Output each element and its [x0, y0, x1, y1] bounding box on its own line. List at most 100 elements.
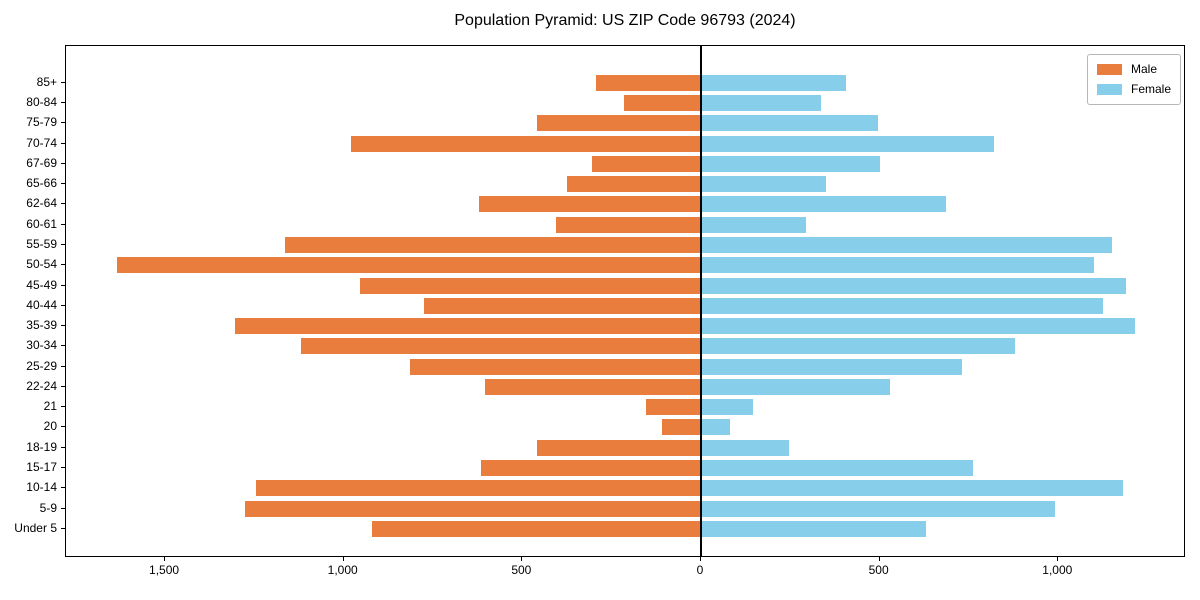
male-bar: [556, 216, 701, 233]
female-bar: [701, 419, 730, 436]
y-tick-label: 30-34: [26, 338, 57, 353]
y-tick-mark: [61, 142, 65, 144]
x-tick-label: 1,000: [327, 563, 358, 577]
y-tick-mark: [61, 122, 65, 124]
legend-entry-male: Male: [1097, 63, 1171, 76]
female-bar: [701, 439, 789, 456]
female-bar: [701, 257, 1095, 274]
y-tick-label: 21: [43, 399, 57, 414]
male-bar: [300, 338, 701, 355]
female-bar: [701, 135, 994, 152]
female-bar: [701, 176, 827, 193]
y-tick-mark: [61, 385, 65, 387]
y-tick-label: 62-64: [26, 196, 57, 211]
male-bar: [595, 74, 701, 91]
male-bar: [484, 378, 701, 395]
y-tick-label: 10-14: [26, 480, 57, 495]
male-bar: [245, 500, 701, 517]
y-tick-label: 35-39: [26, 318, 57, 333]
male-bar: [624, 94, 701, 111]
y-tick-label: 22-24: [26, 378, 57, 393]
legend-entry-female: Female: [1097, 83, 1171, 96]
male-bar: [372, 520, 701, 537]
x-tick-label: 0: [696, 563, 704, 577]
legend-male-swatch: [1097, 64, 1122, 75]
male-bar: [234, 318, 701, 335]
y-tick-mark: [61, 365, 65, 367]
x-tick-mark: [878, 557, 880, 561]
x-tick-mark: [342, 557, 344, 561]
y-tick-mark: [61, 507, 65, 509]
female-bar: [701, 196, 946, 213]
y-tick-label: 85+: [36, 74, 57, 89]
y-tick-label: 55-59: [26, 236, 57, 251]
female-bar: [701, 399, 753, 416]
female-bar: [701, 297, 1103, 314]
x-tick-mark: [1057, 557, 1059, 561]
female-bar: [701, 378, 891, 395]
legend: Male Female: [1087, 54, 1181, 105]
y-tick-label: 45-49: [26, 277, 57, 292]
male-bar: [424, 297, 701, 314]
y-tick-mark: [61, 345, 65, 347]
x-tick-label: 500: [511, 563, 532, 577]
male-bar: [409, 358, 701, 375]
y-tick-label: 18-19: [26, 439, 57, 454]
female-bar: [701, 155, 880, 172]
y-tick-label: 50-54: [26, 257, 57, 272]
y-tick-mark: [61, 487, 65, 489]
y-tick-mark: [61, 304, 65, 306]
y-tick-label: 60-61: [26, 216, 57, 231]
female-bar: [701, 500, 1055, 517]
y-tick-mark: [61, 325, 65, 327]
female-bar: [701, 318, 1136, 335]
x-tick-label: 1,000: [1042, 563, 1073, 577]
y-tick-mark: [61, 223, 65, 225]
female-bar: [701, 94, 821, 111]
female-bar: [701, 216, 807, 233]
male-bar: [645, 399, 701, 416]
legend-female-label: Female: [1131, 82, 1172, 96]
y-tick-label: 65-66: [26, 176, 57, 191]
male-bar: [536, 115, 701, 132]
y-tick-label: 67-69: [26, 155, 57, 170]
male-bar: [592, 155, 701, 172]
female-bar: [701, 236, 1112, 253]
x-tick-mark: [521, 557, 523, 561]
male-bar: [567, 176, 701, 193]
plot-area: Male Female: [65, 45, 1185, 557]
y-tick-label: Under 5: [14, 520, 57, 535]
y-tick-mark: [61, 203, 65, 205]
female-bar: [701, 74, 846, 91]
female-bar: [701, 520, 927, 537]
male-bar: [661, 419, 701, 436]
male-bar: [359, 277, 701, 294]
y-tick-mark: [61, 446, 65, 448]
x-tick-label: 500: [868, 563, 889, 577]
male-bar: [284, 236, 701, 253]
x-tick-mark: [164, 557, 166, 561]
male-bar: [536, 439, 701, 456]
y-tick-label: 70-74: [26, 135, 57, 150]
female-bar: [701, 480, 1123, 497]
y-tick-mark: [61, 162, 65, 164]
y-tick-label: 5-9: [39, 500, 57, 515]
y-tick-mark: [61, 426, 65, 428]
zero-axis-line: [700, 46, 702, 556]
y-tick-mark: [61, 284, 65, 286]
x-tick-mark: [700, 557, 701, 561]
y-tick-mark: [61, 527, 65, 529]
chart-title: Population Pyramid: US ZIP Code 96793 (2…: [454, 12, 796, 29]
y-tick-label: 25-29: [26, 358, 57, 373]
y-tick-mark: [61, 264, 65, 266]
y-tick-mark: [61, 243, 65, 245]
legend-male-label: Male: [1131, 62, 1158, 76]
legend-female-swatch: [1097, 84, 1122, 95]
y-tick-label: 15-17: [26, 460, 57, 475]
female-bar: [701, 338, 1016, 355]
y-tick-label: 40-44: [26, 297, 57, 312]
male-bar: [350, 135, 701, 152]
female-bar: [701, 277, 1127, 294]
y-tick-mark: [61, 101, 65, 103]
